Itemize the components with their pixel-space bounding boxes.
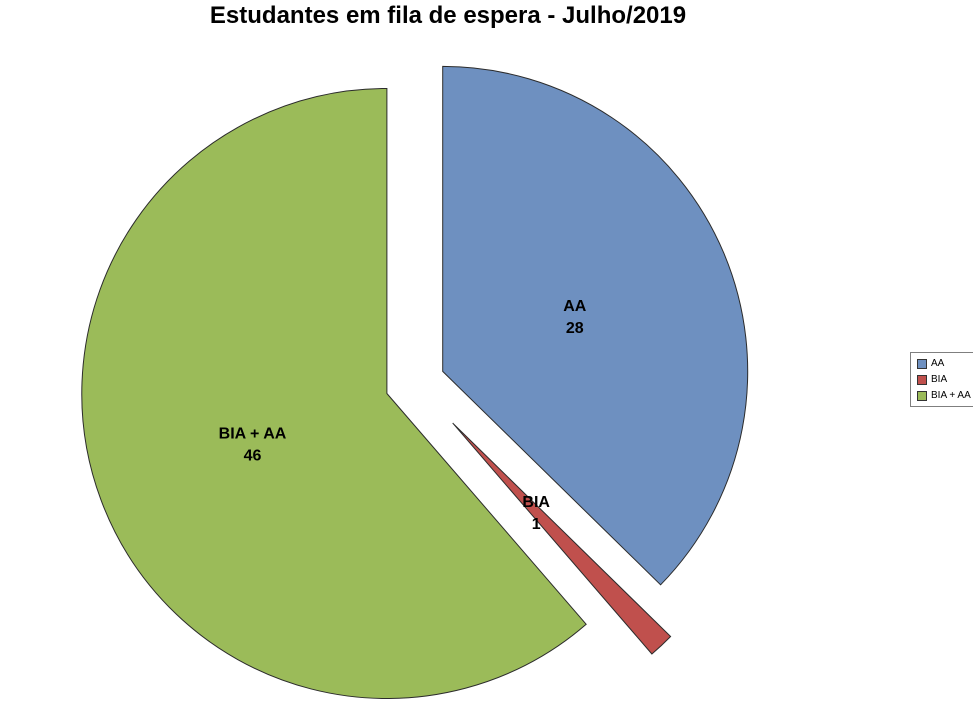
slice-label-aa: AA 28 (563, 298, 587, 337)
slice-category-label: AA (563, 298, 587, 315)
legend-swatch-aa (917, 358, 927, 369)
slice-category-label: BIA + AA (219, 425, 287, 442)
pie-slice-aa (442, 65, 749, 586)
legend-item-aa: AA (917, 358, 971, 369)
legend-label: BIA + AA (931, 390, 971, 401)
slice-label-bia-aa: BIA + AA 46 (219, 425, 287, 464)
slice-value-label: 46 (244, 447, 262, 464)
slice-label-bia: BIA 1 (522, 494, 550, 533)
pie-slice-bia (452, 422, 672, 655)
slice-category-label: BIA (522, 494, 550, 511)
legend-item-bia: BIA (917, 374, 971, 385)
slice-value-label: 28 (566, 320, 584, 337)
legend: AA BIA BIA + AA (910, 352, 973, 407)
legend-label: BIA (931, 374, 948, 385)
legend-label: AA (931, 358, 945, 369)
legend-swatch-bia (917, 374, 927, 385)
legend-item-bia-aa: BIA + AA (917, 390, 971, 401)
pie-slice-bia-aa (81, 87, 587, 699)
legend-swatch-bia-aa (917, 390, 927, 401)
chart-title: Estudantes em fila de espera - Julho/201… (209, 2, 687, 29)
slice-value-label: 1 (532, 516, 541, 533)
